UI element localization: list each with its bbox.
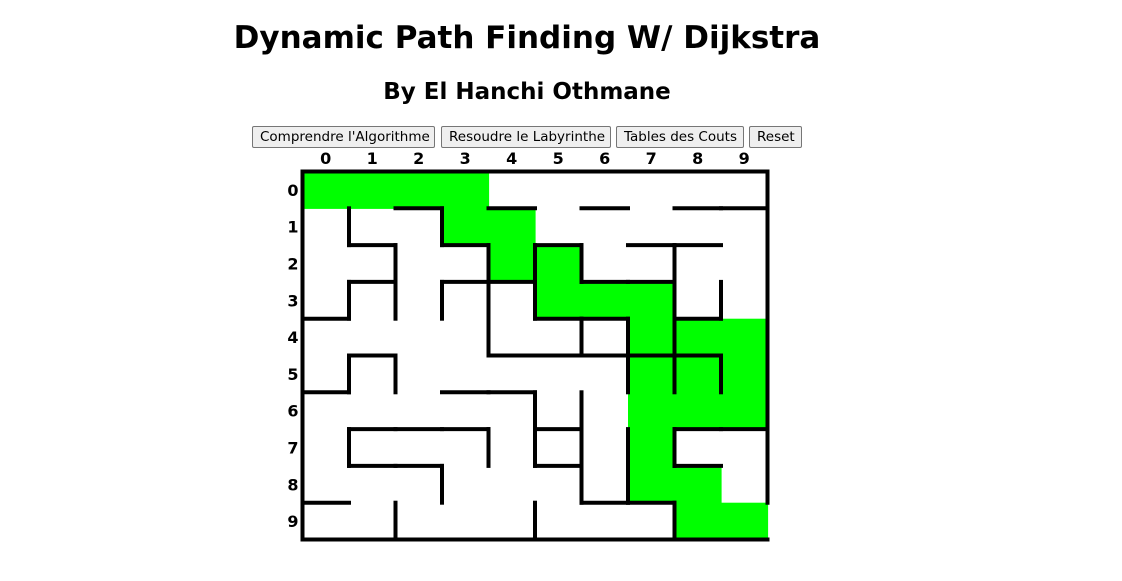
column-label: 2 [413, 149, 424, 168]
row-label: 2 [287, 255, 298, 274]
column-label: 3 [460, 149, 471, 168]
column-label: 5 [553, 149, 564, 168]
maze-walls [300, 169, 770, 542]
path-cell [721, 392, 769, 430]
row-label: 9 [287, 512, 298, 531]
column-label: 4 [506, 149, 517, 168]
path-cell [674, 502, 722, 541]
row-label: 5 [287, 365, 298, 384]
row-label: 6 [287, 402, 298, 421]
path-cell [349, 171, 397, 209]
row-label: 7 [287, 439, 298, 458]
row-label: 8 [287, 475, 298, 494]
row-label: 0 [287, 181, 298, 200]
path-cell [674, 355, 722, 393]
page-title: Dynamic Path Finding W/ Dijkstra [233, 20, 821, 56]
column-label: 8 [692, 149, 703, 168]
path-cell [721, 355, 769, 393]
path-cell [581, 281, 629, 320]
path-cell [488, 208, 536, 246]
cost-tables-button[interactable]: Tables des Couts [616, 126, 744, 148]
path-cell [628, 318, 676, 357]
column-label: 6 [599, 149, 610, 168]
path-cell [628, 429, 676, 467]
understand-algorithm-button[interactable]: Comprendre l'Algorithme [252, 126, 435, 148]
path-cell [628, 465, 676, 504]
column-label: 7 [646, 149, 657, 168]
path-cell [442, 171, 490, 209]
reset-button[interactable]: Reset [749, 126, 802, 148]
column-label: 0 [320, 149, 331, 168]
path-cell [302, 171, 350, 209]
column-labels: 0 1 2 3 4 5 6 7 8 9 [320, 149, 750, 168]
path-cell [535, 281, 583, 320]
path-cell [721, 502, 769, 541]
path-cell [442, 208, 490, 246]
path-cell [628, 281, 676, 320]
path-cell [488, 245, 536, 283]
path-cell [535, 245, 583, 283]
row-label: 1 [287, 218, 298, 237]
row-label: 3 [287, 291, 298, 310]
row-label: 4 [287, 328, 298, 347]
path-cell [674, 465, 722, 504]
path-cell [721, 318, 769, 357]
page-subtitle: By El Hanchi Othmane [383, 79, 671, 105]
column-label: 1 [367, 149, 378, 168]
path-cell [674, 318, 722, 357]
solution-path [302, 171, 769, 541]
path-cell [628, 392, 676, 430]
column-label: 9 [739, 149, 750, 168]
solve-maze-button[interactable]: Resoudre le Labyrinthe [441, 126, 611, 148]
path-cell [674, 392, 722, 430]
row-labels: 0 1 2 3 4 5 6 7 8 9 [287, 181, 298, 531]
path-cell [628, 355, 676, 393]
path-cell [395, 171, 443, 209]
